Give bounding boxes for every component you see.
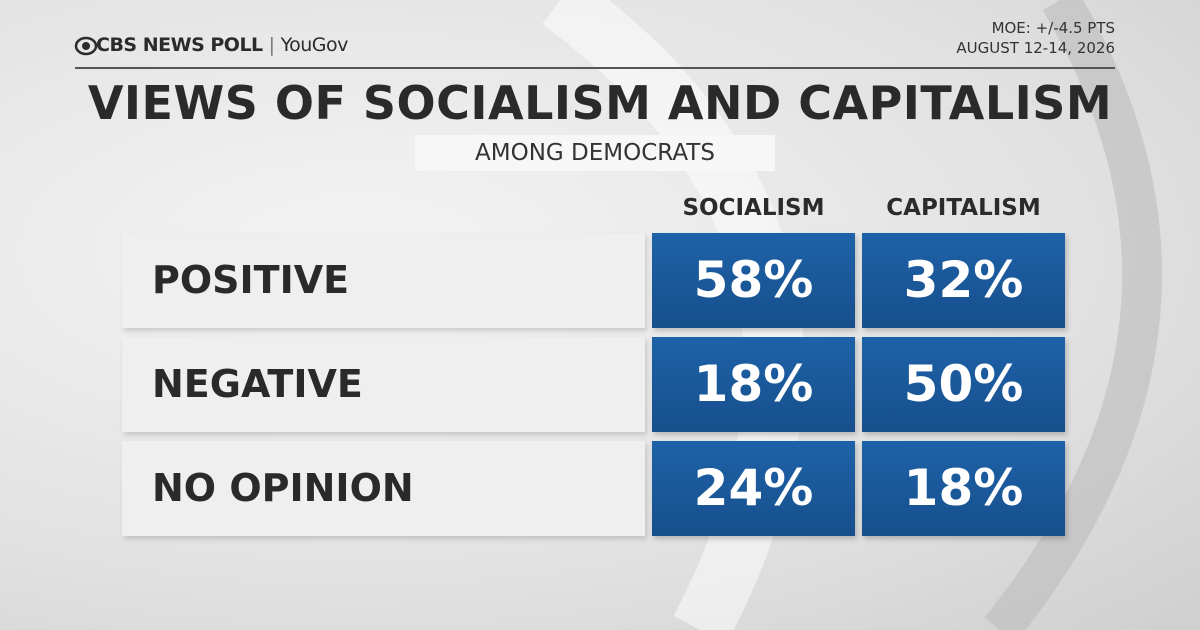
value-cell: 50% xyxy=(862,337,1065,432)
column-header: CAPITALISM xyxy=(886,195,1041,221)
value-cell: 24% xyxy=(652,441,855,536)
row-label: NEGATIVE xyxy=(122,337,645,432)
header-rule xyxy=(75,67,1115,69)
value-cell: 18% xyxy=(862,441,1065,536)
value-cell: 32% xyxy=(862,233,1065,328)
brand: CBS NEWS POLL | YouGov xyxy=(96,34,348,56)
subtitle: AMONG DEMOCRATS xyxy=(415,135,775,171)
brand-name: CBS NEWS POLL xyxy=(96,34,263,56)
poll-info: MOE: +/-4.5 PTS AUGUST 12-14, 2026 xyxy=(956,18,1115,58)
row-label: POSITIVE xyxy=(122,233,645,328)
title: VIEWS OF SOCIALISM AND CAPITALISM xyxy=(87,76,1113,130)
moe: MOE: +/-4.5 PTS xyxy=(991,19,1115,37)
partner: YouGov xyxy=(280,34,349,56)
row-label: NO OPINION xyxy=(122,441,645,536)
value-cell: 58% xyxy=(652,233,855,328)
dates: AUGUST 12-14, 2026 xyxy=(956,39,1115,57)
column-header: SOCIALISM xyxy=(682,195,825,221)
value-cell: 18% xyxy=(652,337,855,432)
